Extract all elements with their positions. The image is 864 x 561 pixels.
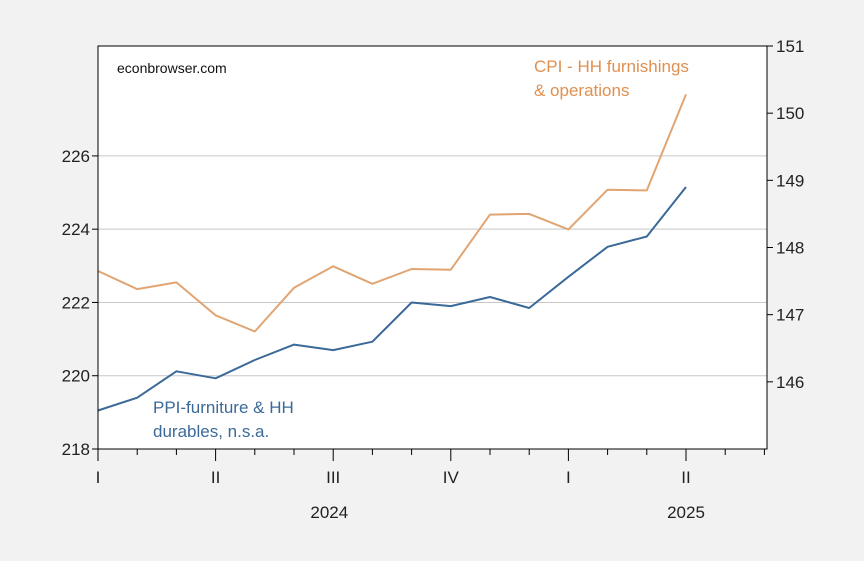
ppi-label-line-2: durables, n.s.a.	[153, 422, 269, 441]
ppi-series-label: PPI-furniture & HH durables, n.s.a.	[153, 398, 299, 441]
quarter-label: IV	[443, 468, 460, 487]
quarter-label: II	[211, 468, 220, 487]
ppi-series-line	[97, 186, 687, 412]
left-tick-label: 222	[62, 293, 90, 312]
cpi-label-line-1: CPI - HH furnishings	[534, 57, 689, 76]
gridlines	[98, 155, 767, 377]
year-label: 2025	[667, 503, 705, 522]
quarter-label: I	[96, 468, 101, 487]
right-axis: 146 147 148 149 150 151	[767, 37, 804, 392]
right-tick-label: 150	[776, 104, 804, 123]
left-tick-label: 226	[62, 147, 90, 166]
year-label: 2024	[310, 503, 348, 522]
right-tick-label: 148	[776, 239, 804, 258]
series-lines	[97, 94, 687, 412]
plot-frame	[97, 45, 768, 450]
left-axis: 218 220 222 224 226	[62, 147, 98, 459]
watermark: econbrowser.com	[117, 60, 227, 76]
cpi-series-line	[97, 94, 687, 333]
cpi-label-line-2: & operations	[534, 81, 629, 100]
plot-area	[98, 46, 767, 449]
left-tick-label: 218	[62, 440, 90, 459]
left-tick-label: 224	[62, 220, 90, 239]
quarter-label: III	[326, 468, 340, 487]
right-tick-label: 149	[776, 171, 804, 190]
right-tick-label: 146	[776, 373, 804, 392]
left-tick-label: 220	[62, 367, 90, 386]
ppi-label-line-1: PPI-furniture & HH	[153, 398, 294, 417]
quarter-label: I	[566, 468, 571, 487]
right-tick-label: 147	[776, 306, 804, 325]
cpi-series-label: CPI - HH furnishings & operations	[534, 57, 694, 100]
right-tick-label: 151	[776, 37, 804, 56]
quarter-label: II	[681, 468, 690, 487]
